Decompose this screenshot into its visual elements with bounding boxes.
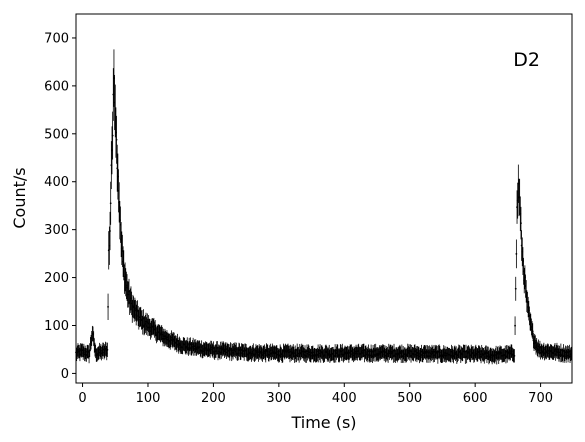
data-point (107, 305, 109, 308)
x-tick-label-400: 400 (332, 391, 357, 406)
x-tick-label-500: 500 (397, 391, 422, 406)
y-tick-label-0: 0 (61, 367, 69, 382)
data-point (513, 354, 516, 357)
plot-frame (75, 13, 573, 384)
y-tick-label-400: 400 (44, 175, 69, 190)
x-tick-label-100: 100 (136, 391, 161, 406)
y-axis: 0 100 200 300 400 500 600 700 (44, 31, 76, 382)
panel-annotation: D2 (513, 49, 540, 71)
data-point (109, 230, 111, 232)
x-tick-label-200: 200 (201, 391, 226, 406)
data-point (520, 222, 522, 225)
x-tick-label-0: 0 (78, 391, 86, 406)
y-tick-label-200: 200 (44, 271, 69, 286)
x-tick-label-600: 600 (463, 391, 488, 406)
data-point (106, 348, 109, 351)
y-tick-label-600: 600 (44, 79, 69, 94)
y-tick-label-700: 700 (44, 31, 69, 46)
data-point (109, 202, 112, 205)
x-axis: 0 100 200 300 400 500 600 700 (78, 383, 553, 406)
data-series (75, 49, 573, 365)
x-axis-title: Time (s) (290, 413, 356, 432)
x-tick-label-300: 300 (266, 391, 291, 406)
y-tick-label-500: 500 (44, 127, 69, 142)
data-point (514, 324, 516, 327)
y-axis-title: Count/s (10, 167, 29, 228)
data-point (111, 134, 114, 137)
x-tick-label-700: 700 (528, 391, 553, 406)
data-point (515, 252, 518, 255)
data-point (531, 330, 534, 333)
data-point (115, 138, 118, 141)
y-tick-label-300: 300 (44, 223, 69, 238)
y-tick-label-100: 100 (44, 319, 69, 334)
data-point (514, 287, 517, 290)
